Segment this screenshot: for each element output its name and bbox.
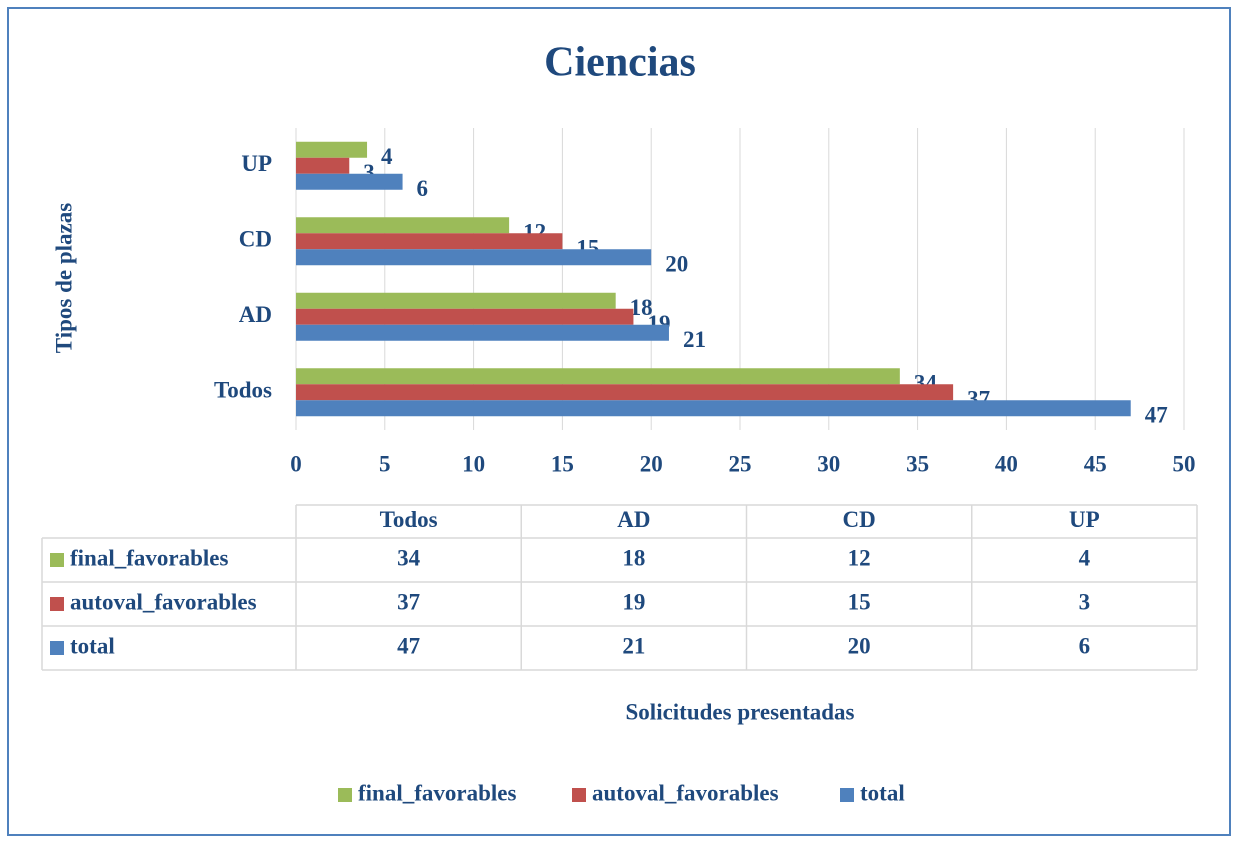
x-tick-label: 5 [379, 451, 391, 476]
chart-title: Ciencias [544, 40, 696, 86]
x-tick-label: 30 [817, 451, 840, 476]
bar [296, 292, 616, 309]
table-cell: 12 [848, 545, 871, 570]
x-axis-label: Solicitudes presentadas [626, 699, 855, 724]
data-label: 4 [381, 144, 393, 169]
bar [296, 157, 350, 174]
y-tick-label: CD [239, 227, 272, 252]
data-label: 6 [417, 176, 429, 201]
table-row-label: autoval_favorables [70, 589, 257, 614]
bar [296, 173, 403, 190]
legend-swatch [840, 788, 854, 802]
data-label: 18 [630, 295, 653, 320]
table-header: UP [1069, 507, 1100, 532]
legend-label: autoval_favorables [592, 780, 779, 805]
data-label: 47 [1145, 403, 1168, 428]
legend-swatch [338, 788, 352, 802]
bar [296, 249, 652, 266]
data-label: 3 [363, 160, 375, 185]
x-tick-label: 40 [995, 451, 1018, 476]
table-cell: 37 [397, 589, 420, 614]
y-tick-label: UP [241, 151, 272, 176]
legend-key [50, 553, 64, 567]
x-tick-label: 50 [1173, 451, 1196, 476]
y-tick-label: AD [239, 302, 272, 327]
table-cell: 18 [622, 545, 645, 570]
bar [296, 141, 368, 158]
legend-label: total [860, 780, 905, 805]
x-tick-label: 10 [462, 451, 485, 476]
x-tick-label: 45 [1084, 451, 1107, 476]
legend-key [50, 597, 64, 611]
y-tick-label: Todos [214, 378, 272, 403]
data-label: 20 [665, 252, 688, 277]
legend-swatch [572, 788, 586, 802]
table-cell: 20 [848, 633, 871, 658]
bar [296, 308, 634, 325]
bar [296, 400, 1131, 417]
bar [296, 384, 954, 401]
x-tick-label: 35 [906, 451, 929, 476]
table-cell: 15 [848, 589, 871, 614]
x-tick-label: 15 [551, 451, 574, 476]
bar [296, 368, 900, 385]
table-cell: 34 [397, 545, 421, 570]
table-cell: 6 [1079, 633, 1091, 658]
data-label: 21 [683, 327, 706, 352]
x-tick-label: 0 [290, 451, 302, 476]
table-cell: 47 [397, 633, 420, 658]
table-cell: 3 [1079, 589, 1091, 614]
table-row-label: total [70, 633, 115, 658]
table-header: AD [617, 507, 650, 532]
table-header: Todos [380, 507, 438, 532]
x-tick-label: 20 [640, 451, 663, 476]
bar [296, 217, 510, 234]
legend-label: final_favorables [358, 780, 516, 805]
bar [296, 324, 669, 341]
table-cell: 19 [622, 589, 645, 614]
bar [296, 233, 563, 250]
table-cell: 4 [1079, 545, 1091, 570]
legend-key [50, 641, 64, 655]
chart-border [7, 7, 1231, 836]
table-header: CD [843, 507, 876, 532]
table-row-label: final_favorables [70, 545, 228, 570]
y-axis-label: Tipos de plazas [51, 203, 76, 353]
table-cell: 21 [622, 633, 645, 658]
x-tick-label: 25 [729, 451, 752, 476]
